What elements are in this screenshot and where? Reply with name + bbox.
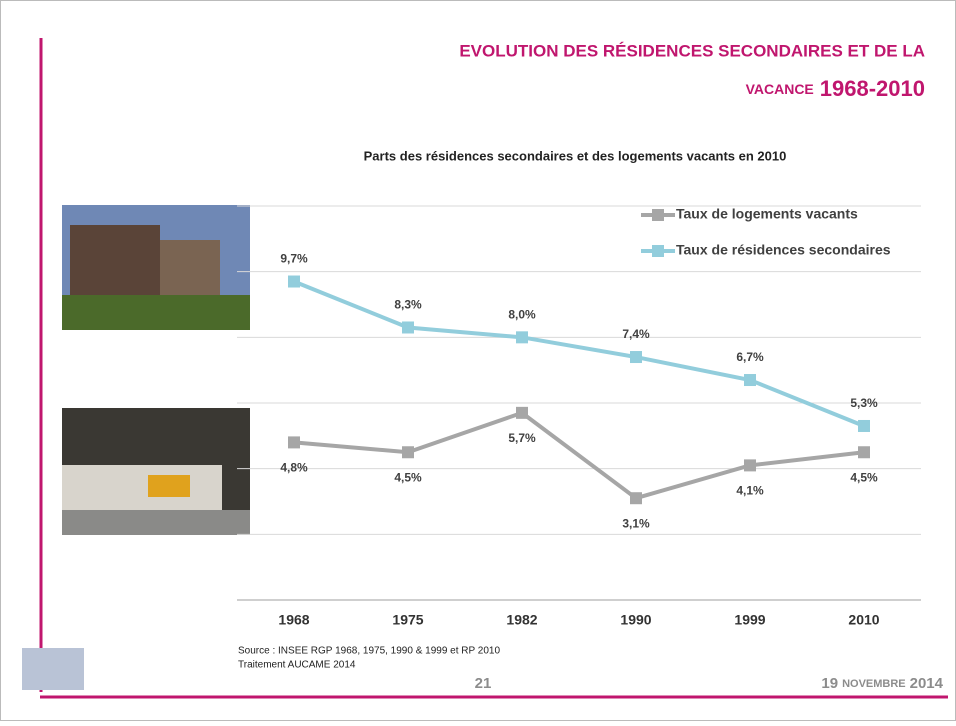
chart-title: Parts des résidences secondaires et des … [364,148,787,163]
page-number: 21 [475,675,492,692]
data-label: 4,8% [280,461,308,475]
data-label: 4,5% [850,470,878,484]
x-tick-label: 1999 [734,612,765,628]
slide-title-word: VACANCE [746,81,814,97]
slide: EVOLUTION DES RÉSIDENCES SECONDAIRES ET … [0,0,956,721]
marker [630,492,642,504]
photo-balcony [62,408,250,535]
x-tick-label: 1975 [392,612,423,628]
marker [288,436,300,448]
date-month: NOVEMBRE [842,678,906,690]
legend-marker [652,245,664,257]
date-year: 2014 [910,675,944,692]
date-day: 19 [821,675,838,692]
photo-sign [148,475,190,497]
legend-label: Taux de logements vacants [676,206,858,222]
marker [858,420,870,432]
slide-title: EVOLUTION DES RÉSIDENCES SECONDAIRES ET … [459,41,925,60]
x-tick-label: 1968 [278,612,309,628]
photo-house [62,205,250,330]
marker [744,459,756,471]
marker [402,321,414,333]
x-tick-label: 1982 [506,612,537,628]
data-label: 7,4% [622,327,650,341]
x-tick-label: 2010 [848,612,879,628]
photo-base [62,510,250,535]
legend-label: Taux de résidences secondaires [676,242,891,258]
data-label: 4,5% [394,470,422,484]
source: Traitement AUCAME 2014 [238,660,356,671]
logo [22,648,84,690]
data-label: 9,7% [280,252,308,266]
data-label: 6,7% [736,350,764,364]
marker [516,407,528,419]
data-label: 8,3% [394,298,422,312]
source: Source : INSEE RGP 1968, 1975, 1990 & 19… [238,646,500,657]
data-label: 3,1% [622,516,650,530]
slide-title-years: 1968-2010 [820,76,925,101]
marker [402,446,414,458]
data-label: 5,7% [508,431,536,445]
slide-frame [1,1,956,721]
data-label: 8,0% [508,308,536,322]
data-label: 5,3% [850,396,878,410]
marker [288,276,300,288]
marker [858,446,870,458]
x-tick-label: 1990 [620,612,651,628]
marker [516,331,528,343]
photo-garden [62,295,250,330]
legend-marker [652,209,664,221]
data-label: 4,1% [736,484,764,498]
photo-railing [62,465,222,510]
marker [630,351,642,363]
marker [744,374,756,386]
